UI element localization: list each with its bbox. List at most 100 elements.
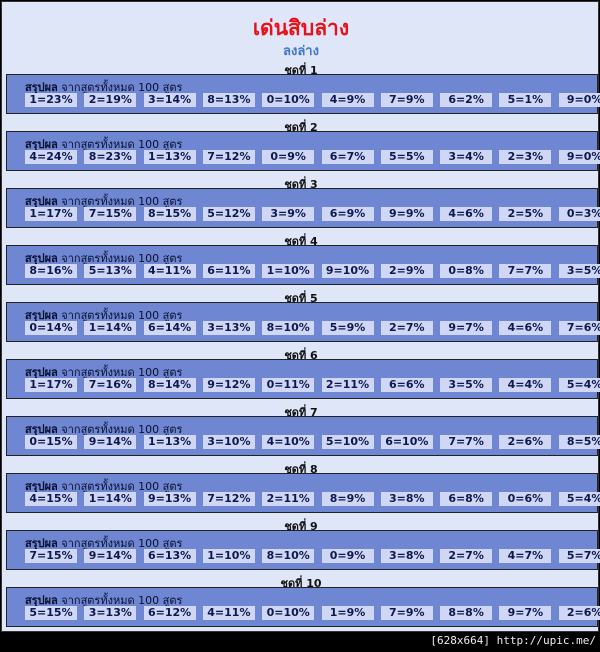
result-cell: 5=1% bbox=[499, 93, 552, 107]
summary-title: สรุปผล bbox=[25, 537, 58, 550]
result-cell: 5=5% bbox=[380, 150, 433, 164]
result-cell: 6=2% bbox=[440, 93, 493, 107]
result-cell: 2=3% bbox=[499, 150, 552, 164]
result-cell: 1=17% bbox=[25, 378, 77, 392]
result-cell: 7=15% bbox=[84, 207, 137, 221]
summary-label: สรุปผล จากสูตรทั้งหมด 100 สูตร bbox=[25, 249, 182, 267]
summary-label: สรุปผล จากสูตรทั้งหมด 100 สูตร bbox=[25, 420, 182, 438]
result-cell: 3=5% bbox=[440, 378, 493, 392]
set-name: ชุดที่ 4 bbox=[284, 235, 318, 248]
result-cell: 0=11% bbox=[262, 378, 315, 392]
result-cell: 5=10% bbox=[321, 435, 374, 449]
summary-note: จากสูตรทั้งหมด 100 สูตร bbox=[61, 252, 183, 265]
summary-label: สรุปผล จากสูตรทั้งหมด 100 สูตร bbox=[25, 591, 182, 609]
summary-title: สรุปผล bbox=[25, 309, 58, 322]
summary-title: สรุปผล bbox=[25, 195, 58, 208]
result-cell: 0=9% bbox=[262, 150, 315, 164]
panel: เด่นสิบล่าง ลงล่าง ชุดที่ 1 สรุปผล จากสูต… bbox=[1, 1, 600, 632]
result-cell: 2=9% bbox=[380, 264, 433, 278]
result-cell: 0=8% bbox=[440, 264, 493, 278]
result-cell: 5=9% bbox=[321, 321, 374, 335]
result-cell: 3=8% bbox=[380, 492, 433, 506]
summary-note: จากสูตรทั้งหมด 100 สูตร bbox=[61, 594, 183, 607]
result-cell: 7=16% bbox=[84, 378, 137, 392]
result-cell: 8=5% bbox=[558, 435, 600, 449]
summary-label: สรุปผล จากสูตรทั้งหมด 100 สูตร bbox=[25, 477, 182, 495]
result-cell: 7=9% bbox=[380, 93, 433, 107]
set-box: สรุปผล จากสูตรทั้งหมด 100 สูตร 5=15% 3=13%… bbox=[6, 587, 600, 627]
subtitle: ลงล่าง bbox=[283, 44, 319, 59]
result-cell: 6=7% bbox=[321, 150, 374, 164]
set-box: สรุปผล จากสูตรทั้งหมด 100 สูตร 4=24% 8=23%… bbox=[6, 131, 600, 171]
set-box: สรุปผล จากสูตรทั้งหมด 100 สูตร 1=17% 7=15%… bbox=[6, 188, 600, 228]
result-cell: 7=12% bbox=[202, 150, 255, 164]
result-cell: 0=9% bbox=[321, 549, 374, 563]
result-cell: 0=10% bbox=[262, 606, 315, 620]
result-cell: 2=7% bbox=[380, 321, 433, 335]
summary-label: สรุปผล จากสูตรทั้งหมด 100 สูตร bbox=[25, 306, 182, 324]
result-cell: 4=15% bbox=[25, 492, 77, 506]
result-cell: 3=10% bbox=[202, 435, 255, 449]
result-cell: 1=14% bbox=[84, 321, 137, 335]
result-cell: 4=6% bbox=[499, 321, 552, 335]
result-cell: 8=10% bbox=[262, 321, 315, 335]
set-name: ชุดที่ 8 bbox=[284, 463, 318, 476]
result-cell: 5=15% bbox=[25, 606, 77, 620]
result-cell: 9=13% bbox=[143, 492, 196, 506]
result-cell: 1=10% bbox=[262, 264, 315, 278]
result-cell: 1=10% bbox=[202, 549, 255, 563]
result-cell: 0=10% bbox=[262, 93, 315, 107]
result-cell: 1=14% bbox=[84, 492, 137, 506]
result-cell: 7=7% bbox=[499, 264, 552, 278]
set-box: สรุปผล จากสูตรทั้งหมด 100 สูตร 4=15% 1=14%… bbox=[6, 473, 600, 513]
result-cell: 1=23% bbox=[25, 93, 77, 107]
set-box: สรุปผล จากสูตรทั้งหมด 100 สูตร 1=17% 7=16%… bbox=[6, 359, 600, 399]
result-cell: 8=16% bbox=[25, 264, 77, 278]
result-cell: 6=10% bbox=[380, 435, 433, 449]
result-cell: 3=5% bbox=[558, 264, 600, 278]
result-cell: 5=4% bbox=[558, 492, 600, 506]
set-name: ชุดที่ 2 bbox=[284, 121, 318, 134]
result-cell: 1=9% bbox=[321, 606, 374, 620]
summary-label: สรุปผล จากสูตรทั้งหมด 100 สูตร bbox=[25, 363, 182, 381]
result-cell: 9=14% bbox=[84, 435, 137, 449]
result-cell: 3=4% bbox=[440, 150, 493, 164]
result-cell: 5=4% bbox=[558, 378, 600, 392]
summary-note: จากสูตรทั้งหมด 100 สูตร bbox=[61, 480, 183, 493]
result-cell: 4=24% bbox=[25, 150, 77, 164]
result-cell: 6=12% bbox=[143, 606, 196, 620]
result-cell: 9=9% bbox=[380, 207, 433, 221]
result-cell: 4=7% bbox=[499, 549, 552, 563]
summary-note: จากสูตรทั้งหมด 100 สูตร bbox=[61, 423, 183, 436]
result-cell: 0=6% bbox=[499, 492, 552, 506]
set-name: ชุดที่ 5 bbox=[284, 292, 318, 305]
set-box: สรุปผล จากสูตรทั้งหมด 100 สูตร 1=23% 2=19%… bbox=[6, 74, 600, 114]
result-cell: 8=15% bbox=[143, 207, 196, 221]
set-name: ชุดที่ 7 bbox=[284, 406, 318, 419]
result-cell: 5=12% bbox=[202, 207, 255, 221]
result-cell: 9=12% bbox=[202, 378, 255, 392]
result-cell: 8=23% bbox=[84, 150, 137, 164]
result-cell: 2=19% bbox=[84, 93, 137, 107]
result-cell: 4=11% bbox=[202, 606, 255, 620]
summary-title: สรุปผล bbox=[25, 366, 58, 379]
result-cell: 2=11% bbox=[262, 492, 315, 506]
result-cell: 4=9% bbox=[321, 93, 374, 107]
result-cell: 7=12% bbox=[202, 492, 255, 506]
result-cell: 1=17% bbox=[25, 207, 77, 221]
result-cell: 9=0% bbox=[558, 93, 600, 107]
result-cell: 9=0% bbox=[558, 150, 600, 164]
summary-title: สรุปผล bbox=[25, 138, 58, 151]
summary-note: จากสูตรทั้งหมด 100 สูตร bbox=[61, 309, 183, 322]
result-cell: 6=14% bbox=[143, 321, 196, 335]
result-cell: 7=15% bbox=[25, 549, 77, 563]
summary-note: จากสูตรทั้งหมด 100 สูตร bbox=[61, 537, 183, 550]
result-cell: 1=13% bbox=[143, 150, 196, 164]
result-cell: 6=6% bbox=[380, 378, 433, 392]
result-cell: 3=13% bbox=[84, 606, 137, 620]
result-cell: 4=6% bbox=[440, 207, 493, 221]
summary-title: สรุปผล bbox=[25, 423, 58, 436]
result-cell: 9=10% bbox=[321, 264, 374, 278]
summary-note: จากสูตรทั้งหมด 100 สูตร bbox=[61, 81, 183, 94]
summary-note: จากสูตรทั้งหมด 100 สูตร bbox=[61, 366, 183, 379]
